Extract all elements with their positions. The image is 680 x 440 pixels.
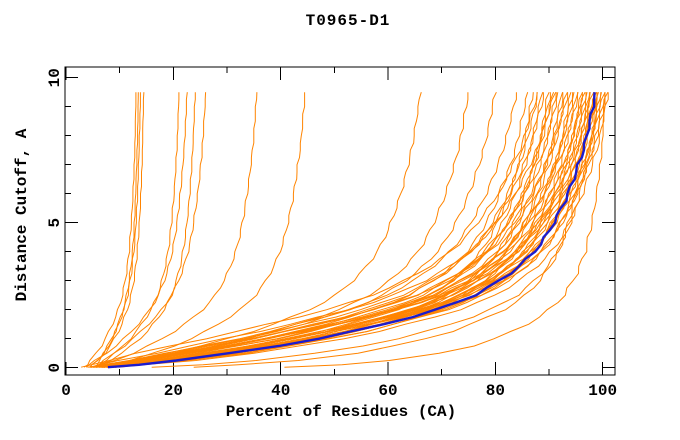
model-curve [92,92,196,368]
model-curve [92,92,258,368]
model-curve [89,92,145,368]
x-tick-label: 40 [271,382,290,400]
x-tick-label: 100 [588,382,617,400]
highlight-curve [107,92,596,369]
chart-title: T0965-D1 [305,12,391,30]
model-curve [90,92,559,368]
model-curve [80,92,538,368]
model-curve [100,92,583,368]
model-curve [111,92,544,368]
model-curve [111,92,609,368]
model-curve [284,92,606,368]
model-curve [103,92,588,368]
model-curve [193,92,591,368]
model-curve [85,92,188,368]
model-curve [101,92,529,368]
model-curve [118,91,550,368]
y-axis-label: Distance Cutoff, A [13,128,31,302]
model-curve [95,92,569,368]
x-tick-label: 60 [378,382,397,400]
model-curve [93,91,595,368]
model-curve [83,92,137,368]
model-curve [98,92,306,368]
model-curve [92,92,141,368]
x-tick-label: 20 [164,382,183,400]
model-curve [111,92,557,368]
model-curve [151,92,598,368]
model-curve [87,92,544,368]
y-tick-label: 5 [46,218,64,228]
x-tick-label: 0 [61,382,71,400]
x-axis-label: Percent of Residues (CA) [225,403,457,421]
model-curve [96,92,422,368]
model-curve [104,91,497,368]
model-curve [91,92,180,368]
model-curve [96,91,557,368]
model-curve [94,92,207,368]
y-tick-label: 10 [46,68,64,87]
plot-frame [64,66,616,376]
x-tick-label: 80 [486,382,505,400]
y-tick-label: 0 [46,363,64,373]
model-curve [89,92,517,368]
model-curve [96,92,579,368]
